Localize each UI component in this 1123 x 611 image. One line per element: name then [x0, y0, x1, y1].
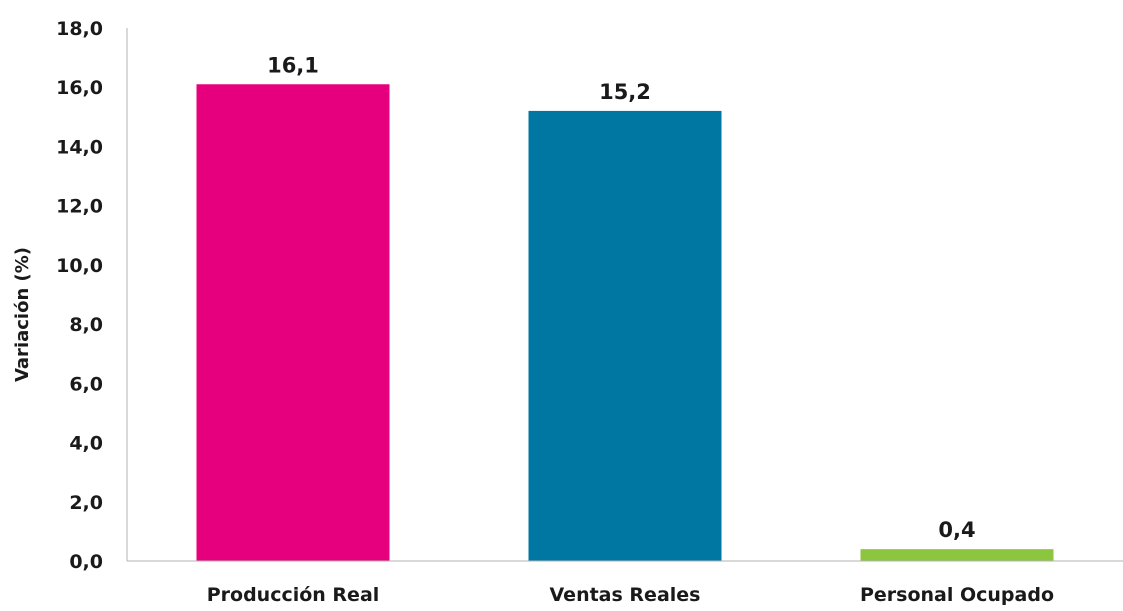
y-axis-title: Variación (%)	[12, 247, 33, 382]
y-tick-label: 10,0	[56, 255, 103, 277]
x-category-label: Personal Ocupado	[860, 584, 1054, 606]
y-tick-label: 2,0	[69, 492, 103, 514]
bar	[196, 84, 390, 561]
bars	[196, 84, 1054, 562]
x-axis-labels: Producción Real Ventas Reales Personal Ocu…	[207, 584, 1054, 606]
bar	[528, 110, 722, 562]
y-tick-label: 0,0	[69, 551, 103, 573]
y-tick-label: 18,0	[56, 18, 103, 40]
y-tick-label: 16,0	[56, 77, 103, 99]
bar-data-label: 15,2	[599, 80, 651, 104]
bar-data-label: 16,1	[267, 53, 319, 77]
x-category-label: Ventas Reales	[550, 584, 701, 606]
bar-data-label: 0,4	[938, 518, 975, 542]
x-category-label: Producción Real	[207, 584, 380, 606]
y-axis-ticks: 0,0 2,0 4,0 6,0 8,0 10,0 12,0 14,0 16,0 18,0	[56, 18, 103, 573]
y-tick-label: 8,0	[69, 314, 103, 336]
bar	[860, 549, 1054, 561]
y-tick-label: 12,0	[56, 196, 103, 218]
y-tick-label: 14,0	[56, 136, 103, 158]
y-tick-label: 6,0	[69, 373, 103, 395]
data-labels: 16,1 15,2 0,4	[267, 53, 976, 542]
y-tick-label: 4,0	[69, 433, 103, 455]
